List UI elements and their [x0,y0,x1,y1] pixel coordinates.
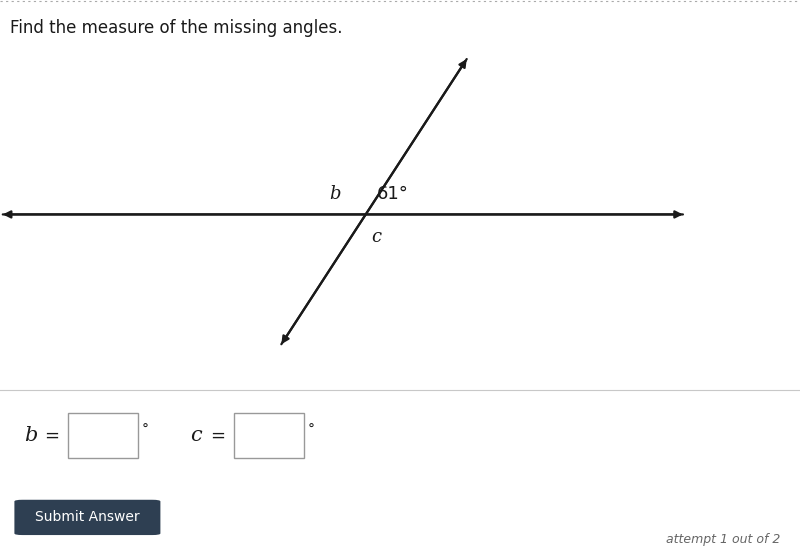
Text: c: c [371,228,382,246]
Text: =: = [44,426,59,445]
Text: b: b [24,426,38,445]
FancyBboxPatch shape [14,500,160,535]
Text: Submit Answer: Submit Answer [35,510,140,524]
Text: b: b [329,185,341,203]
Text: attempt 1 out of 2: attempt 1 out of 2 [666,534,780,546]
Text: =: = [210,426,225,445]
FancyBboxPatch shape [68,413,138,458]
FancyBboxPatch shape [234,413,304,458]
Text: 61°: 61° [377,185,409,203]
Text: Find the measure of the missing angles.: Find the measure of the missing angles. [10,19,342,38]
Text: °: ° [308,422,315,436]
Text: °: ° [142,422,149,436]
Text: c: c [190,426,202,445]
